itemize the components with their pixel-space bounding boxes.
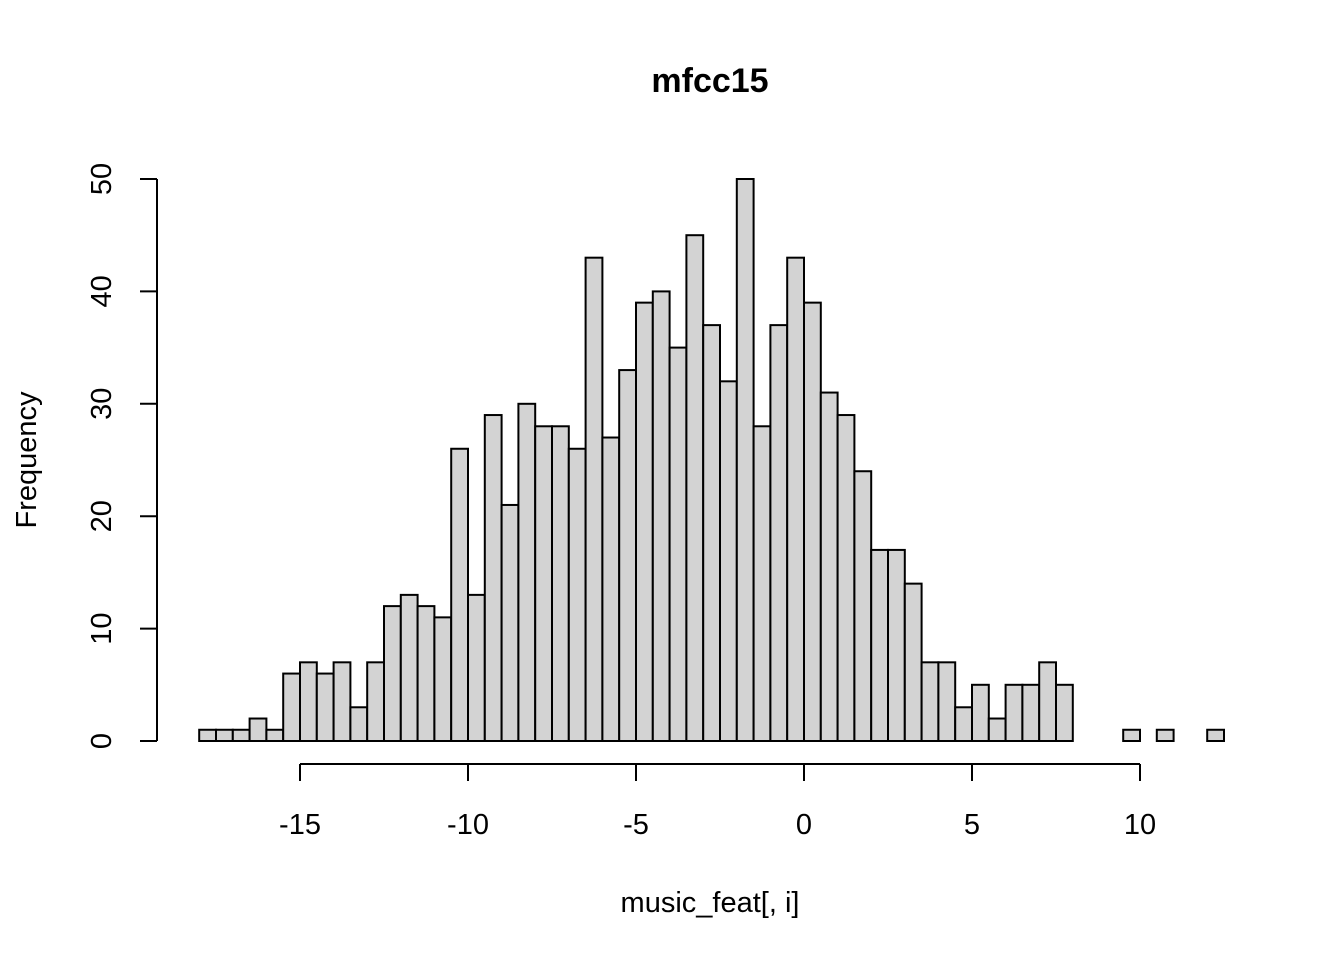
histogram-bar — [836, 414, 856, 742]
histogram-bar — [719, 380, 738, 742]
x-axis: -15 -10 -5 0 5 10 — [279, 763, 1156, 841]
histogram-bar — [534, 425, 554, 742]
histogram-bar — [1004, 683, 1024, 742]
histogram-bar — [635, 301, 654, 742]
histogram-bar — [920, 661, 940, 743]
histogram-bar — [450, 447, 470, 742]
histogram-bar — [685, 234, 705, 742]
histogram-bar — [215, 728, 234, 743]
x-tick-label: 0 — [796, 809, 812, 841]
histogram-bar — [349, 706, 369, 743]
histogram-bar — [618, 369, 638, 742]
histogram-bar — [1021, 683, 1041, 742]
histogram-bar — [433, 616, 453, 742]
x-tick-label: -5 — [623, 809, 649, 841]
histogram-bar — [500, 503, 520, 742]
histogram-bar — [282, 672, 302, 742]
histogram-bar — [1055, 683, 1074, 742]
histogram-bar — [1122, 728, 1141, 743]
bars — [198, 178, 1225, 743]
histogram-bar — [769, 324, 789, 742]
x-tick-label: -10 — [447, 809, 489, 841]
x-tick-label: 10 — [1124, 809, 1156, 841]
histogram-bar — [853, 470, 873, 742]
histogram-bar — [248, 717, 268, 743]
histogram-bar — [937, 661, 957, 743]
y-tick-label: 10 — [86, 612, 118, 644]
histogram-bar — [1155, 728, 1175, 743]
histogram-bar — [1206, 728, 1225, 743]
x-axis-label: music_feat[, i] — [621, 887, 800, 919]
histogram-bar — [752, 425, 772, 742]
histogram-bar — [601, 436, 621, 742]
histogram-bar — [971, 683, 990, 742]
x-tick-label: 5 — [964, 809, 980, 841]
y-tick-label: 50 — [86, 163, 118, 195]
histogram-bar — [332, 661, 352, 743]
y-tick-label: 40 — [86, 275, 118, 307]
histogram-bar — [887, 548, 906, 742]
histogram-bar — [299, 661, 318, 743]
histogram-bar — [265, 728, 285, 743]
y-axis-label: Frequency — [11, 391, 43, 529]
histogram-bar — [786, 256, 806, 742]
histogram-bar — [819, 391, 839, 742]
histogram-bar — [416, 605, 436, 742]
histogram-bar — [551, 425, 570, 742]
histogram-bar — [651, 290, 671, 742]
histogram-bar — [483, 414, 503, 742]
histogram-bar — [903, 582, 923, 743]
y-tick-label: 30 — [86, 388, 118, 420]
y-tick-label: 20 — [86, 500, 118, 532]
histogram-bar — [702, 324, 722, 742]
histogram-bar — [735, 178, 755, 742]
x-tick-label: -15 — [279, 809, 321, 841]
histogram-bar — [366, 661, 386, 743]
histogram-bar — [517, 402, 537, 742]
histogram-bar — [870, 548, 890, 742]
histogram-bar — [399, 593, 419, 742]
histogram-bar — [668, 346, 688, 742]
histogram-bar — [584, 256, 604, 742]
histogram-bar — [231, 728, 251, 743]
histogram-bar — [567, 447, 587, 742]
histogram-bar — [1038, 661, 1057, 743]
histogram-bar — [987, 717, 1007, 743]
y-tick-label: 0 — [86, 733, 118, 749]
histogram-bar — [954, 706, 974, 743]
y-axis: 0 10 20 30 40 50 — [86, 163, 158, 749]
histogram-bar — [467, 593, 486, 742]
chart-title: mfcc15 — [651, 62, 768, 100]
histogram-bar — [803, 301, 822, 742]
histogram-bar — [383, 605, 402, 742]
histogram-bar — [315, 672, 335, 742]
histogram-bar — [198, 728, 217, 743]
